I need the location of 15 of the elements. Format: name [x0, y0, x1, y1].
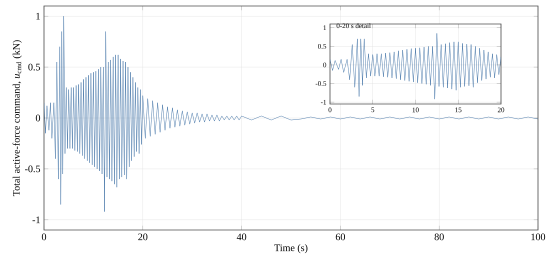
y-tick-label: 0 — [36, 114, 40, 122]
y-axis-title: Total active-force command, u$_{cmd}$ (kN) — [12, 40, 22, 196]
x-tick-label: 40 — [236, 234, 246, 240]
line-series — [330, 33, 501, 100]
y-tick-label: -1 — [32, 216, 40, 224]
x-tick-label: 0 — [42, 234, 46, 240]
y-tick-label: 0.5 — [28, 64, 40, 70]
x-tick-label: 80 — [434, 234, 444, 240]
x-tick-label: 100 — [531, 234, 546, 240]
x-axis-title: Time (s) — [274, 244, 308, 254]
x-tick-label: 20 — [138, 234, 148, 240]
line-series — [44, 16, 538, 212]
x-tick-label: 60 — [336, 234, 346, 240]
y-tick-label: -0.5 — [25, 166, 40, 172]
y-tick-label: 1 — [36, 12, 40, 20]
